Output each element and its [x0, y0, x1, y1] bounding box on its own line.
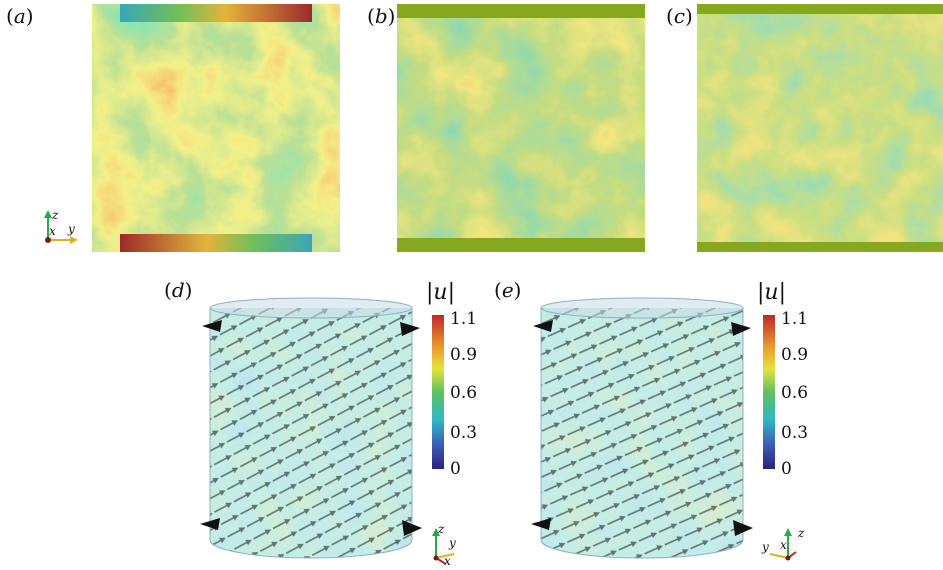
colorbar-e-tick-4: 0.3 [781, 423, 809, 443]
colorbar-e-tick-1: 1.1 [781, 309, 809, 329]
field-map-b [397, 4, 645, 252]
colorbar-e-tick-3: 0.6 [781, 383, 809, 403]
colorbar-e-gradient [763, 315, 775, 469]
panel-label-a-open-paren: ( [6, 4, 14, 28]
cylinder-e-velocity-arrows [541, 308, 743, 558]
colorbar-d-tick-2: 0.9 [450, 345, 478, 365]
panel-label-c-close-paren: ) [685, 4, 693, 28]
colorbar-d [432, 315, 444, 469]
panel-label-a: (a) [6, 4, 34, 28]
panel-label-e: (e) [494, 278, 521, 302]
x-axis-dot [45, 237, 51, 243]
panel-label-c-text: c [673, 4, 686, 28]
field-c-texture [697, 14, 943, 242]
colorbar-d-tick-5: 0 [450, 459, 461, 479]
cylinder-d-walls [209, 308, 413, 540]
colorbar-e-tick-5: 0 [781, 459, 792, 479]
colorbar-d-tick-3: 0.6 [450, 383, 478, 403]
panel-label-a-text: a [13, 4, 26, 28]
panel-label-b: (b) [367, 4, 395, 28]
cylinder-d-velocity-arrows [210, 308, 412, 558]
panel-label-d-open-paren: ( [164, 278, 172, 302]
cylinder-velocity-d [196, 292, 426, 570]
colorbar-e [763, 315, 775, 469]
panel-label-e-open-paren: ( [494, 278, 502, 302]
panel-label-b-text: b [374, 4, 388, 28]
panel-label-c: (c) [666, 4, 693, 28]
cylinder-d-top-cap [209, 297, 413, 319]
field-b-bottom-band [397, 238, 645, 252]
field-a-texture [92, 4, 340, 252]
colorbar-d-title: |u| [426, 280, 455, 305]
axes-d-y-label: y [449, 536, 456, 550]
field-map-a [92, 4, 340, 252]
panel-label-b-close-paren: ) [387, 4, 396, 28]
cylinder-e-bottom-rim [540, 539, 744, 559]
field-b-texture [397, 18, 645, 238]
axes-e-x-label: x [780, 538, 787, 552]
axes-triad-e [762, 524, 808, 568]
field-c-top-band [697, 4, 943, 14]
axes-top-x-label: x [49, 224, 56, 238]
colorbar-d-tick-1: 1.1 [450, 309, 478, 329]
panel-label-b-open-paren: ( [367, 4, 375, 28]
panel-label-e-close-paren: ) [513, 278, 522, 302]
axes-e-y-label: y [762, 540, 769, 554]
colorbar-e-tick-2: 0.9 [781, 345, 809, 365]
field-a-top-wall [120, 4, 312, 22]
panel-label-a-close-paren: ) [25, 4, 34, 28]
axes-triad-d [424, 524, 464, 568]
field-map-c [697, 4, 943, 252]
panel-label-d: (d) [164, 278, 192, 302]
cylinder-e-top-cap [540, 297, 744, 319]
colorbar-d-gradient [432, 315, 444, 469]
z-axis-arrow [44, 210, 52, 218]
cylinder-d-edge-arrows [200, 320, 422, 536]
panel-label-d-text: d [171, 278, 185, 302]
axes-top-z-label: z [52, 208, 59, 222]
field-a-bottom-wall [120, 234, 312, 252]
cylinder-e-walls [540, 308, 744, 540]
cylinder-e-edge-arrows [531, 320, 753, 536]
field-b-top-band [397, 4, 645, 18]
panel-label-e-text: e [501, 278, 514, 302]
field-c-bottom-band [697, 242, 943, 252]
panel-label-d-close-paren: ) [184, 278, 193, 302]
colorbar-d-tick-4: 0.3 [450, 423, 478, 443]
axes-top-y-label: y [68, 222, 75, 236]
cylinder-velocity-e [527, 292, 757, 570]
cylinder-d-bottom-rim [209, 539, 413, 559]
colorbar-e-title: |u| [757, 280, 786, 305]
axes-triad-top [38, 206, 86, 248]
panel-label-c-open-paren: ( [666, 4, 674, 28]
y-axis-arrow [70, 236, 78, 244]
axes-d-x-label: x [444, 554, 451, 568]
axes-e-z-label: z [798, 526, 805, 540]
axes-d-z-label: z [438, 522, 445, 536]
